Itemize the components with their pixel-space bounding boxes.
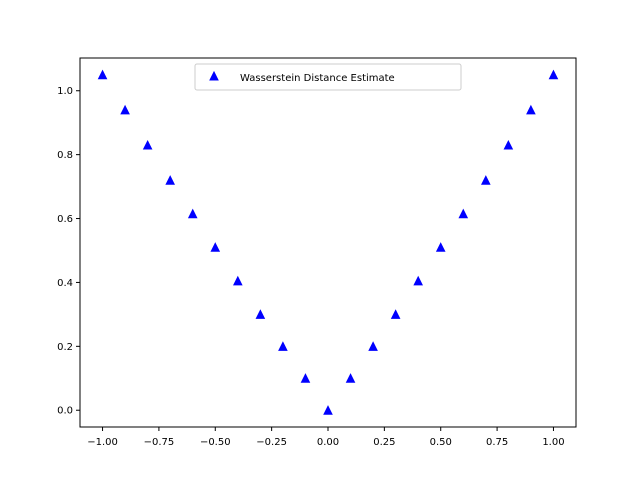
data-point-triangle [120, 104, 130, 115]
data-point-triangle [165, 175, 175, 185]
plot-area [80, 58, 576, 427]
data-point-triangle [233, 275, 243, 286]
y-tick-label: 0.6 [57, 214, 73, 225]
data-points [97, 69, 559, 415]
data-point-triangle [278, 341, 288, 351]
x-tick-label: 0.25 [373, 437, 395, 448]
data-point-triangle [526, 104, 536, 115]
x-tick-label: 0.50 [430, 437, 452, 448]
y-tick-label: 1.0 [57, 86, 73, 97]
data-point-triangle [255, 309, 266, 319]
data-point-triangle [390, 309, 401, 319]
y-axis: 0.0 0.2 0.4 0.6 0.8 1.0 [57, 86, 80, 417]
data-point-triangle [323, 405, 333, 415]
legend-box [194, 63, 462, 91]
data-point-triangle [458, 208, 469, 219]
x-tick-label: 0.75 [486, 437, 508, 448]
data-point-triangle [368, 341, 378, 351]
data-point-triangle [210, 242, 221, 252]
x-tick-label: 1.00 [542, 437, 564, 448]
x-tick-label: −1.00 [87, 437, 118, 448]
legend: Wasserstein Distance Estimate [194, 63, 462, 91]
data-point-triangle [97, 69, 108, 80]
data-point-triangle [481, 175, 491, 185]
legend-marker-triangle-icon [209, 70, 219, 81]
data-point-triangle [503, 139, 514, 150]
y-tick-label: 0.8 [57, 150, 73, 161]
data-point-triangle [187, 208, 198, 219]
y-tick-label: 0.2 [57, 342, 73, 353]
x-tick-label: −0.75 [144, 437, 175, 448]
data-point-triangle [413, 275, 423, 286]
x-tick-label: −0.50 [200, 437, 231, 448]
data-point-triangle [142, 139, 153, 150]
plot-frame [79, 57, 577, 428]
data-point-triangle [300, 373, 311, 383]
x-tick-label: 0.00 [317, 437, 339, 448]
y-tick-label: 0.0 [57, 406, 73, 417]
data-point-triangle [548, 69, 559, 80]
data-point-triangle [345, 373, 356, 383]
data-point-triangle [435, 242, 446, 252]
x-tick-label: −0.25 [256, 437, 287, 448]
x-axis: −1.00 −0.75 −0.50 −0.25 0.00 0.25 0.50 0.75 1.00 [87, 427, 565, 448]
y-tick-label: 0.4 [57, 278, 73, 289]
legend-label: Wasserstein Distance Estimate [240, 73, 395, 84]
